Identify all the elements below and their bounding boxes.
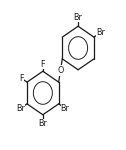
Text: F: F — [41, 60, 45, 69]
Text: F: F — [20, 74, 24, 83]
Text: Br: Br — [61, 104, 69, 113]
Text: Br: Br — [74, 13, 83, 22]
Text: Br: Br — [38, 119, 47, 128]
Text: Br: Br — [96, 28, 105, 37]
Text: O: O — [57, 66, 64, 75]
Text: Br: Br — [16, 104, 25, 113]
